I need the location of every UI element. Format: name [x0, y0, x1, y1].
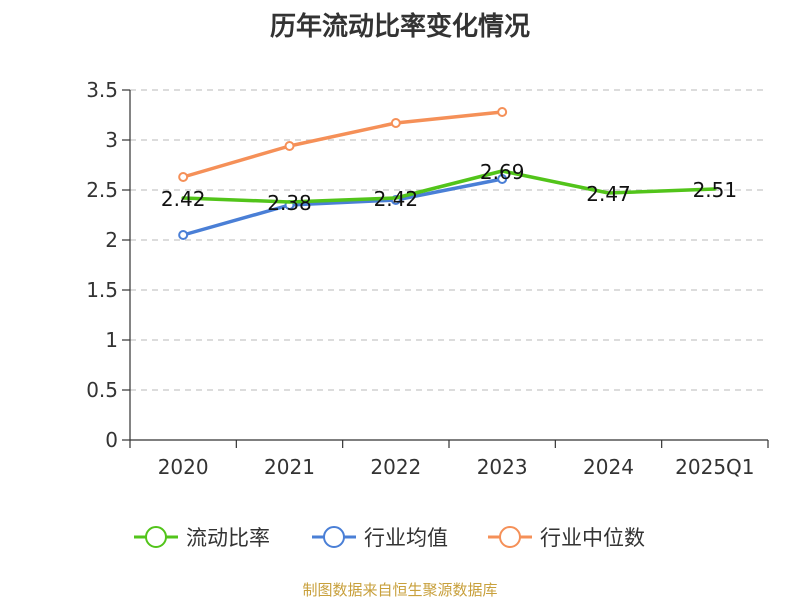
x-tick-label: 2023: [477, 455, 528, 479]
data-point: [390, 118, 401, 128]
x-tick-label: 2025Q1: [675, 455, 754, 479]
data-point: [497, 174, 508, 184]
y-tick-label: 0.5: [86, 378, 118, 402]
y-tick-label: 2: [105, 228, 118, 252]
x-tick-label: 2020: [158, 455, 209, 479]
data-point: [178, 230, 189, 240]
x-tick-label: 2024: [583, 455, 634, 479]
legend-swatch-marker: [499, 526, 521, 548]
data-label: 2.38: [267, 191, 312, 215]
y-tick-label: 3: [105, 128, 118, 152]
legend-swatch-marker: [145, 526, 167, 548]
legend-label: 流动比率: [186, 526, 270, 550]
data-label: 2.47: [586, 182, 631, 206]
x-tick-label: 2021: [264, 455, 315, 479]
source-note: 制图数据来自恒生聚源数据库: [302, 581, 498, 599]
y-tick-label: 3.5: [86, 78, 118, 102]
y-tick-label: 1: [105, 328, 118, 352]
y-tick-label: 2.5: [86, 178, 118, 202]
y-tick-label: 1.5: [86, 278, 118, 302]
data-point: [284, 141, 295, 151]
legend-swatch-marker: [323, 526, 345, 548]
y-tick-label: 0: [105, 428, 118, 452]
series-line: [181, 169, 717, 204]
x-tick-label: 2022: [370, 455, 421, 479]
chart-title: 历年流动比率变化情况: [269, 12, 530, 42]
data-label: 2.51: [693, 178, 738, 202]
series-line: [181, 110, 504, 179]
data-label: 2.42: [161, 187, 206, 211]
legend-label: 行业中位数: [540, 526, 645, 550]
series-line: [181, 177, 504, 237]
data-label: 2.42: [374, 187, 419, 211]
data-point: [497, 107, 508, 117]
data-label: 2.69: [480, 160, 525, 184]
legend-label: 行业均值: [364, 526, 448, 550]
data-point: [178, 172, 189, 182]
